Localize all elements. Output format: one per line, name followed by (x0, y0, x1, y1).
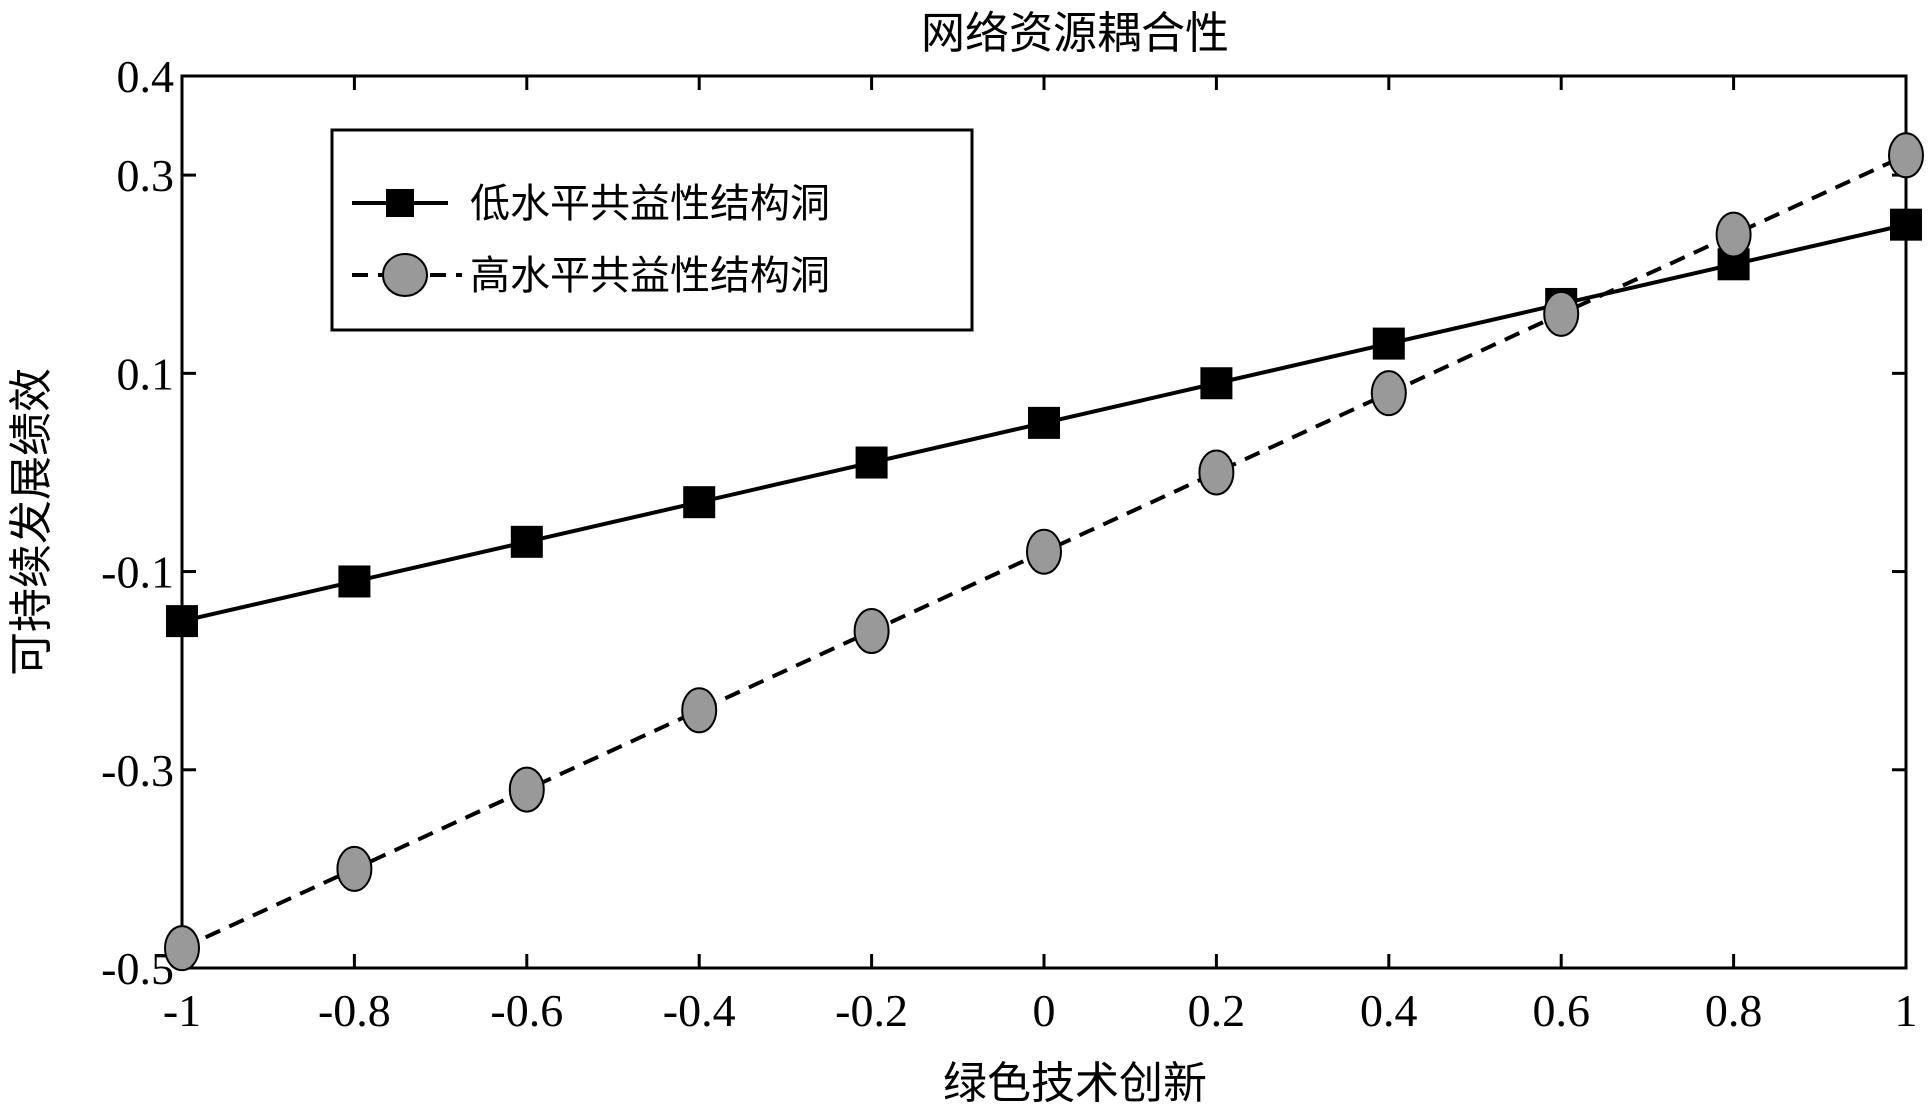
legend: 低水平共益性结构洞 高水平共益性结构洞 (330, 128, 974, 332)
x-tick-label: -0.4 (663, 985, 736, 1036)
legend-label-high: 高水平共益性结构洞 (470, 253, 830, 299)
data-point-circle (681, 687, 718, 734)
x-tick-label: 0.8 (1705, 985, 1763, 1036)
chart-title: 网络资源耦合性 (921, 8, 1229, 59)
y-tick-label: 0.3 (117, 150, 175, 201)
data-point-circle (1888, 132, 1924, 179)
y-tick-label: 0.1 (117, 348, 175, 399)
data-point-circle (853, 608, 890, 655)
data-point-square (1028, 406, 1060, 439)
x-tick-label: 0.2 (1188, 985, 1246, 1036)
x-tick-label: -0.8 (318, 985, 391, 1036)
data-point-circle (336, 845, 373, 892)
data-point-square (1372, 327, 1405, 360)
data-point-square (855, 446, 888, 479)
x-axis-label: 绿色技术创新 (943, 1058, 1207, 1108)
data-point-circle (164, 925, 200, 972)
x-tick-label: -1 (163, 985, 201, 1036)
x-tick-label: 0.4 (1360, 985, 1418, 1036)
x-tick-label: 0.6 (1532, 985, 1590, 1036)
x-tick-label: -0.6 (490, 985, 563, 1036)
legend-marker-high (382, 253, 428, 297)
legend-marker-low (386, 189, 414, 217)
y-tick-label: 0.4 (117, 51, 175, 102)
y-tick-label: -0.1 (101, 547, 174, 598)
x-tick-label: 1 (1895, 985, 1918, 1036)
x-tick-label: 0 (1033, 985, 1056, 1036)
data-point-circle (1026, 528, 1062, 575)
data-point-circle (1370, 370, 1407, 417)
data-point-circle (1198, 449, 1235, 496)
y-tick-label: -0.5 (101, 943, 174, 994)
data-point-circle (508, 766, 545, 813)
x-axis: -1 -0.8 -0.6 -0.4 -0.2 0 0.2 0.4 0.6 0.8 1 (163, 76, 1918, 1036)
y-axis-label: 可持续发展绩效 (6, 368, 57, 676)
data-point-square (338, 565, 371, 598)
data-point-square (683, 486, 716, 519)
data-point-square (1200, 367, 1233, 400)
data-point-square (510, 525, 543, 558)
legend-box (330, 128, 974, 332)
data-point-circle (1715, 211, 1752, 258)
data-point-square (166, 605, 198, 638)
data-point-circle (1543, 290, 1580, 337)
y-tick-label: -0.3 (101, 745, 174, 796)
legend-label-low: 低水平共益性结构洞 (470, 181, 830, 227)
series-layer (164, 132, 1924, 972)
data-point-square (1890, 208, 1922, 241)
y-axis: 0.4 0.3 0.1 -0.1 -0.3 -0.5 (101, 51, 1906, 994)
x-tick-label: -0.2 (835, 985, 908, 1036)
